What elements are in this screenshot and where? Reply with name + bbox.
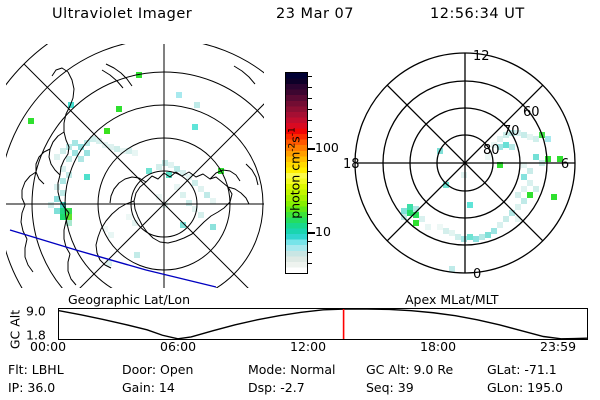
colorbar-minor-tick <box>307 263 312 264</box>
altitude-trace <box>59 309 587 339</box>
status-glon: GLon: 195.0 <box>487 380 563 395</box>
colorbar-gradient <box>286 73 307 273</box>
coastline-outlines <box>20 63 259 286</box>
strip-y-tick-low: 1.8 <box>26 327 46 343</box>
mlat-label-80: 80 <box>483 143 500 158</box>
status-ip: IP: 36.0 <box>8 380 56 395</box>
colorbar-minor-tick <box>307 223 312 224</box>
colorbar-minor-tick <box>307 182 312 183</box>
colorbar-minor-tick <box>307 76 312 77</box>
instrument-title: Ultraviolet Imager <box>52 6 193 22</box>
colorbar-minor-tick <box>307 214 312 215</box>
altitude-strip-chart[interactable]: Geographic Lat/Lon Apex MLat/MLT GC Alt … <box>0 292 600 354</box>
orbit-ground-track <box>9 229 217 288</box>
colorbar-gradient-box <box>285 72 308 274</box>
aurora-emission-pixels <box>28 72 224 266</box>
strip-plot-area[interactable] <box>58 308 588 340</box>
colorbar-minor-tick <box>307 109 312 110</box>
strip-x-tick-1: 06:00 <box>160 339 197 354</box>
geographic-polar-plot[interactable] <box>6 44 264 288</box>
cb-title-sup2: -1 <box>287 126 298 136</box>
colorbar-tick-label-0: 100 <box>315 139 339 155</box>
cb-title-mid: s <box>287 135 303 143</box>
status-seq: Seq: 39 <box>366 380 414 395</box>
strip-plot-svg <box>59 309 587 339</box>
strip-x-tick-0: 00:00 <box>30 339 67 354</box>
mlt-label-18: 18 <box>343 157 360 172</box>
status-glat: GLat: -71.1 <box>487 362 557 377</box>
geographic-plot-svg <box>6 44 264 288</box>
colorbar-tick-label-1: 10 <box>315 223 331 239</box>
colorbar-minor-tick <box>307 131 312 132</box>
geographic-panel-caption: Geographic Lat/Lon <box>68 292 190 307</box>
strip-x-tick-2: 12:00 <box>290 339 327 354</box>
mlt-label-12: 12 <box>473 49 490 64</box>
colorbar-minor-tick <box>307 87 312 88</box>
status-mode: Mode: Normal <box>248 362 336 377</box>
colorbar-minor-tick <box>307 160 312 161</box>
status-flt: Flt: LBHL <box>8 362 64 377</box>
colorbar-major-tick <box>307 148 315 150</box>
observation-time: 12:56:34 UT <box>430 6 525 22</box>
observation-date: 23 Mar 07 <box>276 6 354 22</box>
mlt-labels: 12 18 6 0 <box>343 49 569 282</box>
mlt-label-0: 0 <box>473 267 481 282</box>
colorbar-minor-tick <box>307 241 312 242</box>
status-panel: Flt: LBHL Door: Open Mode: Normal GC Alt… <box>0 362 600 400</box>
colorbar: photon cm-2s-1 100 10 <box>264 60 339 285</box>
latitude-gridlines <box>6 44 264 288</box>
colorbar-minor-tick <box>307 137 312 138</box>
header-bar: Ultraviolet Imager 23 Mar 07 12:56:34 UT <box>0 6 600 32</box>
colorbar-minor-tick <box>307 192 312 193</box>
mlat-labels: 60 70 80 <box>483 105 540 158</box>
colorbar-minor-tick <box>307 252 312 253</box>
cb-title-main: photon cm <box>287 151 303 219</box>
status-door: Door: Open <box>122 362 194 377</box>
status-gain: Gain: 14 <box>122 380 175 395</box>
mlat-label-70: 70 <box>503 124 520 139</box>
colorbar-minor-tick <box>307 120 312 121</box>
magnetic-panel-caption: Apex MLat/MLT <box>405 292 499 307</box>
status-gc-alt: GC Alt: 9.0 Re <box>366 362 454 377</box>
strip-y-tick-high: 9.0 <box>26 303 46 319</box>
magnetic-polar-plot[interactable]: 12 18 6 0 60 70 80 <box>337 44 595 288</box>
status-dsp: Dsp: -2.7 <box>248 380 305 395</box>
mlt-spokes <box>355 53 575 273</box>
colorbar-minor-tick <box>307 98 312 99</box>
strip-y-axis-label: GC Alt <box>7 309 23 350</box>
longitude-gridlines <box>6 44 264 288</box>
mlt-label-6: 6 <box>561 157 569 172</box>
magnetic-plot-svg: 12 18 6 0 60 70 80 <box>343 49 576 282</box>
mlat-label-60: 60 <box>523 105 540 120</box>
colorbar-minor-tick <box>307 171 312 172</box>
cb-title-sup1: -2 <box>287 142 298 152</box>
colorbar-axis-title: photon cm-2s-1 <box>287 93 302 253</box>
colorbar-major-tick <box>307 232 315 234</box>
strip-x-tick-3: 18:00 <box>420 339 457 354</box>
strip-x-tick-4: 23:59 <box>540 339 577 354</box>
colorbar-minor-tick <box>307 203 312 204</box>
